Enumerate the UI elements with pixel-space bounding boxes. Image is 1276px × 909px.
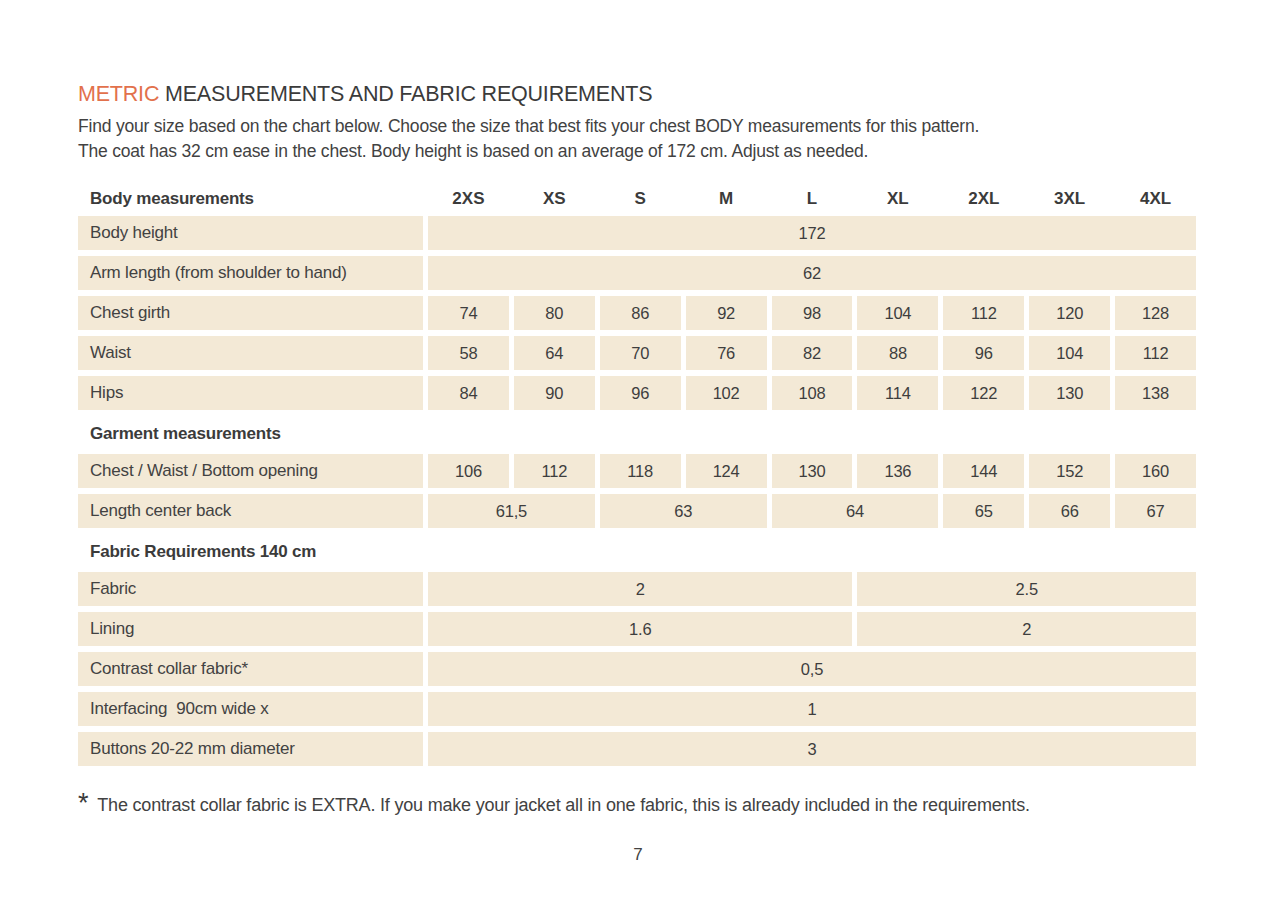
footnote-text: The contrast collar fabric is EXTRA. If …	[97, 793, 1029, 818]
value-cell: 76	[686, 336, 767, 370]
value-cell: 128	[1115, 296, 1196, 330]
row-label: Body height	[78, 216, 423, 250]
table-row: Lining1.62	[78, 612, 1196, 646]
table-row: Fabric22.5	[78, 572, 1196, 606]
table-row: Chest / Waist / Bottom opening1061121181…	[78, 454, 1196, 488]
row-label: Fabric	[78, 572, 423, 606]
intro-line-2: The coat has 32 cm ease in the chest. Bo…	[78, 139, 1196, 164]
size-header-xl: XL	[857, 184, 938, 213]
value-cell: 130	[772, 454, 853, 488]
value-cell: 98	[772, 296, 853, 330]
section-heading: Garment measurements	[78, 416, 1196, 452]
value-cell: 1	[428, 692, 1196, 726]
footnote-asterisk: *	[78, 793, 88, 813]
value-cell: 88	[857, 336, 938, 370]
row-label: Interfacing 90cm wide x	[78, 692, 423, 726]
size-header-2xs: 2XS	[428, 184, 509, 213]
value-cell: 122	[943, 376, 1024, 410]
value-cell: 120	[1029, 296, 1110, 330]
value-cell: 114	[857, 376, 938, 410]
size-header-m: M	[686, 184, 767, 213]
measurements-table: Body measurements2XSXSSMLXL2XL3XL4XLBody…	[78, 184, 1196, 766]
value-cell: 74	[428, 296, 509, 330]
value-cell: 0,5	[428, 652, 1196, 686]
page-title: METRIC MEASUREMENTS AND FABRIC REQUIREME…	[78, 82, 1196, 106]
value-cell: 108	[772, 376, 853, 410]
value-cell: 96	[600, 376, 681, 410]
row-label: Chest / Waist / Bottom opening	[78, 454, 423, 488]
value-cell: 112	[514, 454, 595, 488]
value-cell: 70	[600, 336, 681, 370]
table-row: Hips849096102108114122130138	[78, 376, 1196, 410]
value-cell: 2	[857, 612, 1196, 646]
value-cell: 104	[857, 296, 938, 330]
row-label: Arm length (from shoulder to hand)	[78, 256, 423, 290]
table-row: Interfacing 90cm wide x1	[78, 692, 1196, 726]
value-cell: 82	[772, 336, 853, 370]
value-cell: 152	[1029, 454, 1110, 488]
size-header-s: S	[600, 184, 681, 213]
row-label: Length center back	[78, 494, 423, 528]
value-cell: 58	[428, 336, 509, 370]
value-cell: 102	[686, 376, 767, 410]
section-heading: Fabric Requirements 140 cm	[78, 534, 1196, 570]
table-row: Length center back61,56364656667	[78, 494, 1196, 528]
table-row: Buttons 20-22 mm diameter3	[78, 732, 1196, 766]
size-header-4xl: 4XL	[1115, 184, 1196, 213]
value-cell: 61,5	[428, 494, 595, 528]
size-header-3xl: 3XL	[1029, 184, 1110, 213]
table-row: Arm length (from shoulder to hand)62	[78, 256, 1196, 290]
size-header-xs: XS	[514, 184, 595, 213]
value-cell: 136	[857, 454, 938, 488]
row-label: Chest girth	[78, 296, 423, 330]
value-cell: 90	[514, 376, 595, 410]
value-cell: 64	[772, 494, 939, 528]
table-row: Body height172	[78, 216, 1196, 250]
value-cell: 160	[1115, 454, 1196, 488]
table-header-row: Body measurements2XSXSSMLXL2XL3XL4XL	[78, 184, 1196, 213]
value-cell: 64	[514, 336, 595, 370]
value-cell: 63	[600, 494, 767, 528]
value-cell: 80	[514, 296, 595, 330]
value-cell: 2.5	[857, 572, 1196, 606]
row-label: Buttons 20-22 mm diameter	[78, 732, 423, 766]
row-label: Waist	[78, 336, 423, 370]
page-content: METRIC MEASUREMENTS AND FABRIC REQUIREME…	[78, 0, 1196, 818]
title-rest: MEASUREMENTS AND FABRIC REQUIREMENTS	[165, 82, 652, 106]
table-row: Contrast collar fabric*0,5	[78, 652, 1196, 686]
value-cell: 92	[686, 296, 767, 330]
row-label: Lining	[78, 612, 423, 646]
value-cell: 67	[1115, 494, 1196, 528]
value-cell: 138	[1115, 376, 1196, 410]
value-cell: 172	[428, 216, 1196, 250]
value-cell: 104	[1029, 336, 1110, 370]
page-number: 7	[0, 845, 1276, 865]
row-label: Contrast collar fabric*	[78, 652, 423, 686]
value-cell: 112	[943, 296, 1024, 330]
value-cell: 118	[600, 454, 681, 488]
value-cell: 62	[428, 256, 1196, 290]
row-label: Hips	[78, 376, 423, 410]
value-cell: 84	[428, 376, 509, 410]
value-cell: 2	[428, 572, 852, 606]
title-highlight: METRIC	[78, 82, 159, 106]
table-row: Waist58647076828896104112	[78, 336, 1196, 370]
value-cell: 1.6	[428, 612, 852, 646]
size-header-2xl: 2XL	[943, 184, 1024, 213]
value-cell: 124	[686, 454, 767, 488]
table-row: Chest girth7480869298104112120128	[78, 296, 1196, 330]
value-cell: 96	[943, 336, 1024, 370]
value-cell: 106	[428, 454, 509, 488]
value-cell: 3	[428, 732, 1196, 766]
intro-line-1: Find your size based on the chart below.…	[78, 114, 1196, 139]
value-cell: 130	[1029, 376, 1110, 410]
value-cell: 65	[943, 494, 1024, 528]
value-cell: 66	[1029, 494, 1110, 528]
size-header-l: L	[772, 184, 853, 213]
value-cell: 144	[943, 454, 1024, 488]
value-cell: 86	[600, 296, 681, 330]
table-header-label: Body measurements	[78, 184, 423, 213]
footnote: * The contrast collar fabric is EXTRA. If…	[78, 793, 1196, 818]
value-cell: 112	[1115, 336, 1196, 370]
